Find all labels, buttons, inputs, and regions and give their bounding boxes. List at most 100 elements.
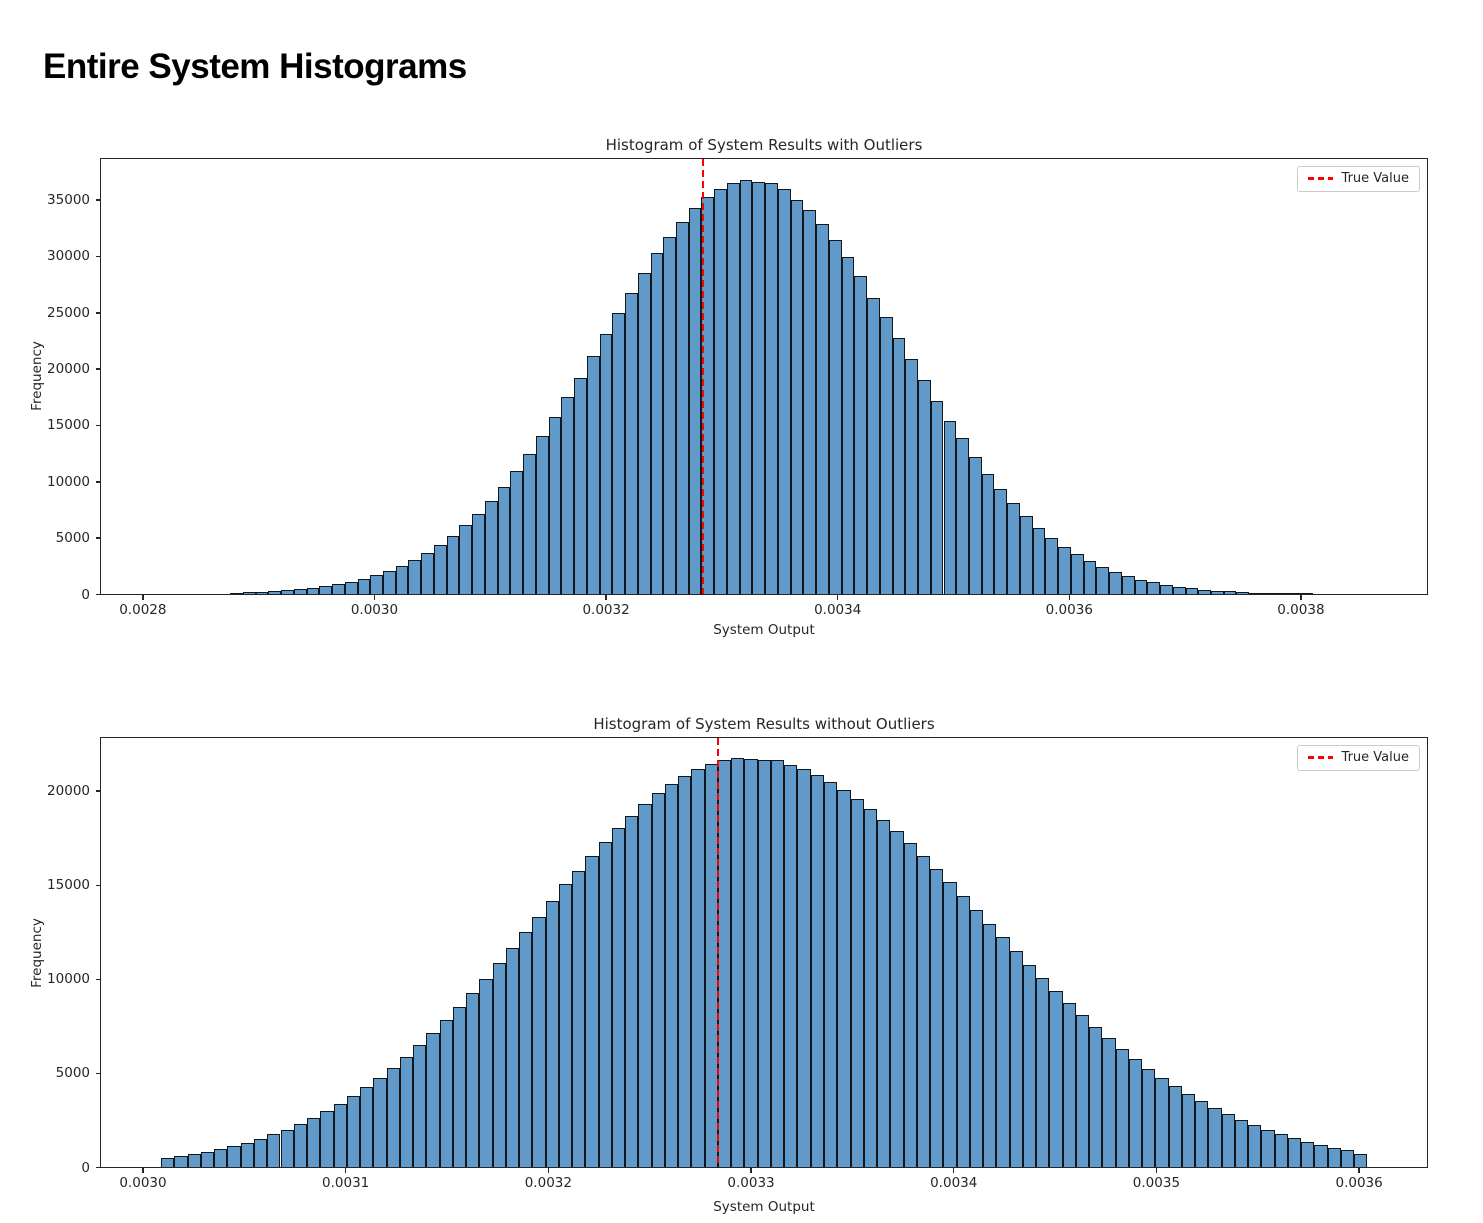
y-tick-mark [95,312,100,314]
histogram-bar [1248,1125,1262,1167]
histogram-bar [346,1096,361,1167]
histogram-bar [1036,977,1050,1167]
histogram-bar [731,757,745,1167]
histogram-bar [752,182,766,594]
y-tick-mark [95,255,100,258]
histogram-bar [918,380,931,594]
histogram-bar [439,1020,453,1167]
histogram-bar [810,775,824,1167]
x-tick-mark [1300,595,1302,600]
histogram-bar [1045,537,1059,594]
histogram-bar [664,783,679,1167]
x-tick-label: 0.0033 [727,1175,775,1191]
histogram-bar [930,868,944,1167]
histogram-bar [399,1056,414,1167]
y-tick-label: 10000 [47,473,90,490]
histogram-bar [1009,950,1023,1167]
histogram-bar [293,589,307,594]
histogram-bar [1007,503,1020,594]
x-tick-mark [547,1168,550,1173]
y-tick-label: 5000 [55,1065,90,1082]
histogram-bar [1109,571,1122,594]
histogram-bar [797,769,811,1167]
histogram-bar [1185,588,1199,594]
x-tick-mark [344,1168,347,1173]
histogram-bar [850,798,864,1167]
histogram-bar [1168,1086,1182,1167]
x-axis-label: System Output [713,622,815,638]
histogram-bar [816,224,829,594]
histogram-bar [717,759,732,1167]
y-tick-mark [95,537,100,539]
histogram-bar [1314,1144,1328,1167]
histogram-bar [214,1149,228,1167]
histogram-bar [777,189,791,594]
histogram-bar [691,769,705,1167]
x-axis: 0.0028 0.0030 0.0032 0.0034 0.0036 0.0038 [100,595,1428,640]
histogram-bar [306,588,320,594]
histogram-bar [994,489,1008,594]
histogram-bar [360,1087,374,1167]
y-tick-label: 0 [81,586,90,603]
histogram-bar [357,578,371,594]
histogram-bar [585,855,599,1167]
histogram-bar [413,1045,427,1167]
histogram-bar [675,221,689,594]
y-tick-mark [95,1166,100,1169]
histogram-bar [968,457,982,594]
x-tick-mark [1358,1168,1360,1173]
histogram-bar [983,923,997,1167]
histogram-bar [281,590,294,594]
histogram-bar [739,180,753,594]
histogram-bar [1083,561,1097,594]
histogram-bar [267,1134,281,1167]
histogram-bar [1075,1015,1090,1167]
y-tick-label: 15000 [47,877,90,894]
histogram-bar [790,200,804,594]
histogram-bar [1221,1114,1235,1167]
histogram-bar [230,592,243,594]
histogram-bar [1211,590,1224,594]
legend-label: True Value [1341,171,1409,186]
histogram-bar [956,895,970,1167]
true-value-line [702,159,705,594]
y-tick-mark [95,790,100,792]
histogram-bar [1172,586,1186,594]
histogram-bar [1062,1003,1076,1167]
x-axis-label: System Output [713,1199,815,1215]
histogram-bar [625,292,638,594]
histogram-bar [280,1129,294,1167]
y-tick-mark [95,199,100,201]
histogram-bar [1261,1129,1275,1167]
histogram-bar [726,183,740,594]
x-tick-mark [1068,595,1071,600]
histogram-bar [1058,546,1071,594]
x-tick-mark [836,595,839,600]
dashed-line-icon [1307,177,1333,180]
histogram-bar [1287,1138,1302,1167]
y-tick-mark [95,481,100,483]
histogram-bar [903,843,917,1167]
y-tick-label: 10000 [47,971,90,988]
histogram-bar [484,500,498,594]
y-tick-label: 25000 [47,304,90,321]
histogram-bar [253,1138,268,1167]
histogram-bar [572,870,586,1167]
legend: True Value [1296,166,1420,192]
histogram-bar [1195,1101,1209,1167]
histogram-bar [479,979,493,1167]
histogram-bar [1128,1059,1143,1167]
y-tick-label: 30000 [47,248,90,265]
histogram-bar [714,188,727,594]
histogram-bar [320,1111,334,1167]
histogram-bar [1261,592,1275,594]
histogram-bar [1155,1077,1169,1167]
histogram-bar [187,1154,201,1167]
x-tick-mark [1155,1168,1158,1173]
histogram-bar [370,575,383,594]
plot-area: True Value [100,158,1428,595]
histogram-bar [1287,593,1301,594]
histogram-bar [863,808,877,1167]
histogram-bar [466,992,480,1167]
x-tick-mark [373,595,376,600]
